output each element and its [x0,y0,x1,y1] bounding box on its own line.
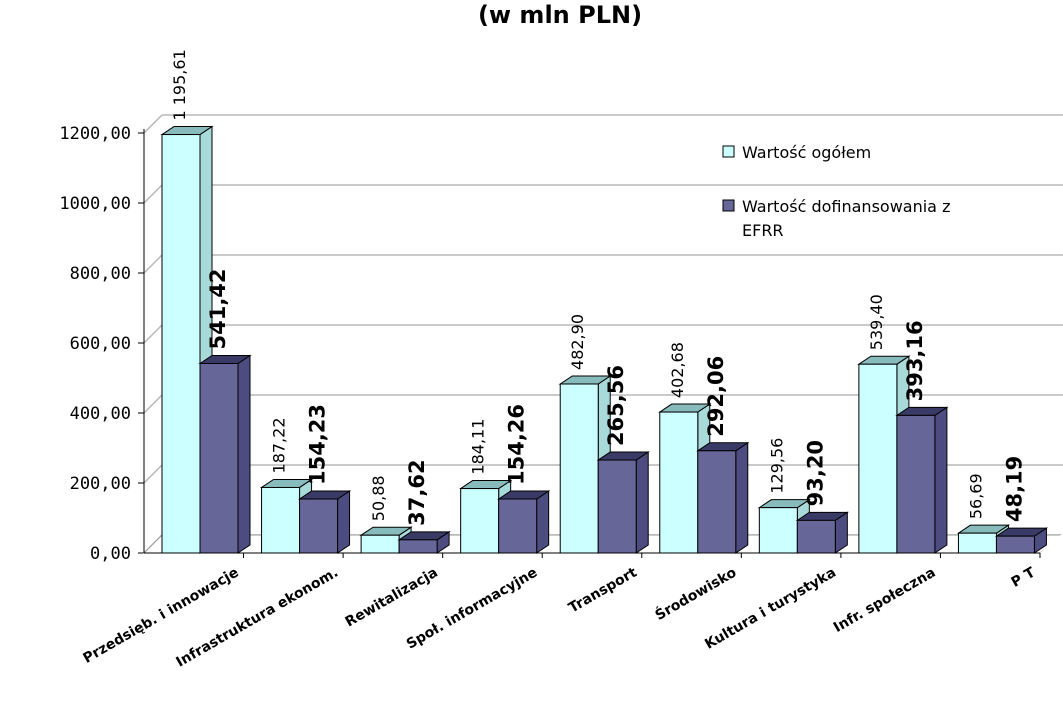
bar-front [199,363,239,554]
data-label-cofinancing: 48,19 [1002,456,1026,522]
data-label-cofinancing: 154,23 [306,404,330,485]
data-label-total: 187,22 [270,417,289,473]
legend-label-total: Wartość ogółem [742,143,871,162]
bar-front [597,459,637,554]
bar-side [536,490,550,554]
gridline-side [143,184,163,204]
gridline-side [143,114,163,134]
bar-front [161,134,201,554]
y-tick-label: 800,00 [70,264,131,284]
y-tick-label: 1000,00 [59,194,131,214]
bar-cofinancing [198,354,252,554]
x-tick-label: Przedsięb. i innowacje [81,565,242,667]
x-tick-label: Transport [566,564,640,616]
data-label-cofinancing: 292,06 [704,356,728,437]
data-label-cofinancing: 154,26 [505,404,529,485]
data-label-total: 56,69 [966,473,985,519]
bar-front [360,534,400,554]
x-tick-label: P T [1009,564,1039,590]
bar-cofinancing [696,441,750,554]
bar-side [237,354,251,554]
legend-swatch-cofinancing [722,199,735,212]
y-tick-label: 1200,00 [59,124,131,144]
data-label-total: 402,68 [668,342,687,398]
data-label-cofinancing: 265,56 [604,365,628,446]
x-tick-label: Infrastruktura ekonom. [174,565,342,671]
bar-front [299,498,339,554]
data-label-total: 129,56 [767,438,786,494]
data-label-total: 1 195,61 [170,49,189,120]
bar-cofinancing [297,490,352,554]
bar-front [896,414,936,554]
x-tick-label: Infr. społeczna [831,565,939,636]
bar-front [498,498,538,554]
bar-side [635,451,649,554]
gridline-side [143,464,163,484]
bar-cofinancing [397,530,451,554]
bar-front [398,539,438,554]
data-label-total: 482,90 [568,314,587,370]
bar-front [261,486,301,554]
bar-front [559,383,599,554]
x-tick-label: Środowisko [652,563,740,624]
data-label-total: 539,40 [867,294,886,350]
bar-front [697,450,737,554]
bar-side [735,441,749,554]
bar-side [337,490,351,554]
x-tick-label: Rewitalizacja [343,565,441,631]
bar-total [160,125,214,554]
bar-front [858,363,898,554]
bar-cofinancing [596,451,650,554]
y-tick-label: 400,00 [70,404,131,424]
y-tick-label: 200,00 [70,474,131,494]
legend: Wartość ogółem Wartość dofinansowania z … [722,143,950,240]
gridline-side [143,394,163,414]
data-label-total: 50,88 [369,475,388,521]
legend-label-cofinancing: Wartość dofinansowania z [742,197,950,216]
y-tick-label: 600,00 [70,334,131,354]
legend-swatch-total [722,145,735,158]
y-tick-label: 0,00 [90,544,131,564]
bar-front [796,519,836,554]
bar-front [957,532,997,554]
bar-front [460,488,500,554]
bar-front [659,411,699,554]
bar-cofinancing [895,406,949,554]
legend-label-cofinancing-line2: EFRR [742,221,784,240]
bar-side [934,406,948,554]
data-label-cofinancing: 393,16 [903,320,927,401]
data-label-cofinancing: 541,42 [206,268,230,349]
gridline-side [143,254,163,274]
bar-front [758,507,798,554]
bar-front [995,535,1035,554]
data-label-cofinancing: 37,62 [405,459,429,525]
gridline-side [143,324,163,344]
bar-cofinancing [795,511,849,554]
bar-cofinancing [497,490,551,554]
chart-title: (w mln PLN) [478,1,642,29]
data-label-cofinancing: 93,20 [803,440,827,506]
data-label-total: 184,11 [469,419,488,475]
bar-cofinancing [994,527,1049,554]
